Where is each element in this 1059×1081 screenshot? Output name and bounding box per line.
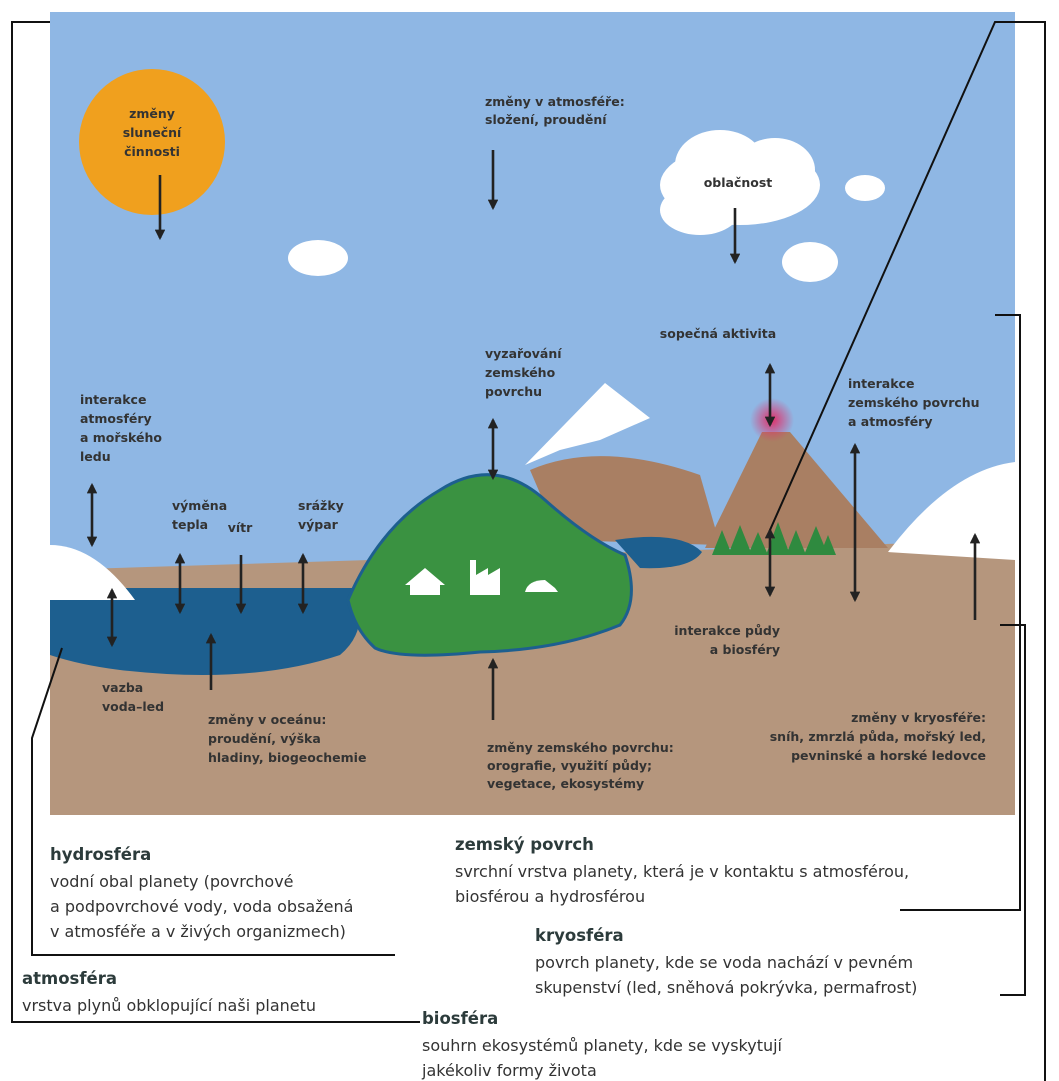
volcano-glow (750, 398, 794, 442)
diagram-label: vyzařování (485, 346, 562, 361)
legend-title: biosféra (422, 1009, 498, 1028)
legend-title: zemský povrch (455, 835, 594, 854)
legend-title: atmosféra (22, 969, 117, 988)
diagram-label: vazba (102, 680, 143, 695)
diagram-label: sopečná aktivita (660, 326, 776, 341)
diagram-label: změny v oceánu: (208, 712, 326, 727)
diagram-label: atmosféry (80, 411, 152, 426)
diagram-label: změny (129, 106, 175, 121)
diagram-label: a mořského (80, 430, 162, 445)
diagram-label: pevninské a horské ledovce (791, 748, 986, 763)
diagram-label: hladiny, biogeochemie (208, 750, 366, 765)
legend-title: kryosféra (535, 926, 624, 945)
diagram-label: složení, proudění (485, 112, 607, 127)
legend: hydrosféra vodní obal planety (povrchové a… (22, 835, 917, 1080)
diagram-label: srážky (298, 498, 344, 513)
legend-text: v atmosféře a v živých organizmech) (50, 922, 346, 941)
diagram-label: vegetace, ekosystémy (487, 776, 644, 791)
diagram-label: změny zemského povrchu: (487, 740, 674, 755)
diagram-label: výměna (172, 498, 227, 513)
diagram-label: změny v kryosféře: (851, 710, 986, 725)
legend-text: skupenství (led, sněhová pokrývka, perma… (535, 978, 917, 997)
legend-text: vrstva plynů obklopující naši planetu (22, 996, 316, 1015)
diagram-label: sluneční (123, 125, 182, 140)
diagram-label: voda–led (102, 699, 164, 714)
legend-text: a podpovrchové vody, voda obsažená (50, 897, 353, 916)
diagram-label: proudění, výška (208, 731, 321, 746)
diagram-label: sníh, zmrzlá půda, mořský led, (770, 729, 986, 744)
diagram-label: orografie, využití půdy; (487, 758, 652, 773)
sun (79, 69, 225, 215)
legend-text: svrchní vrstva planety, která je v konta… (455, 862, 909, 881)
diagram-label: vítr (228, 520, 253, 535)
diagram-label: oblačnost (704, 175, 773, 190)
diagram-label: tepla (172, 517, 208, 532)
diagram-label: a atmosféry (848, 414, 932, 429)
diagram-label: zemského (485, 365, 556, 380)
diagram-label: interakce (848, 376, 914, 391)
sea (50, 588, 360, 675)
legend-text: biosférou a hydrosférou (455, 887, 645, 906)
diagram-label: interakce půdy (674, 623, 780, 638)
diagram-label: interakce (80, 392, 146, 407)
diagram-label: a biosféry (710, 642, 780, 657)
diagram-label: zemského povrchu (848, 395, 980, 410)
legend-text: vodní obal planety (povrchové (50, 872, 294, 891)
diagram-label: změny v atmosféře: (485, 94, 625, 109)
diagram-label: výpar (298, 517, 339, 532)
climate-system-diagram: změny sluneční činnosti změny v atmosféře: s… (0, 0, 1059, 1081)
legend-title: hydrosféra (50, 845, 151, 864)
legend-text: jakékoliv formy života (421, 1061, 597, 1080)
diagram-label: činnosti (124, 144, 180, 159)
legend-text: souhrn ekosystémů planety, kde se vyskyt… (422, 1036, 783, 1055)
diagram-label: povrchu (485, 384, 542, 399)
diagram-label: ledu (80, 449, 111, 464)
legend-text: povrch planety, kde se voda nachází v pe… (535, 953, 913, 972)
